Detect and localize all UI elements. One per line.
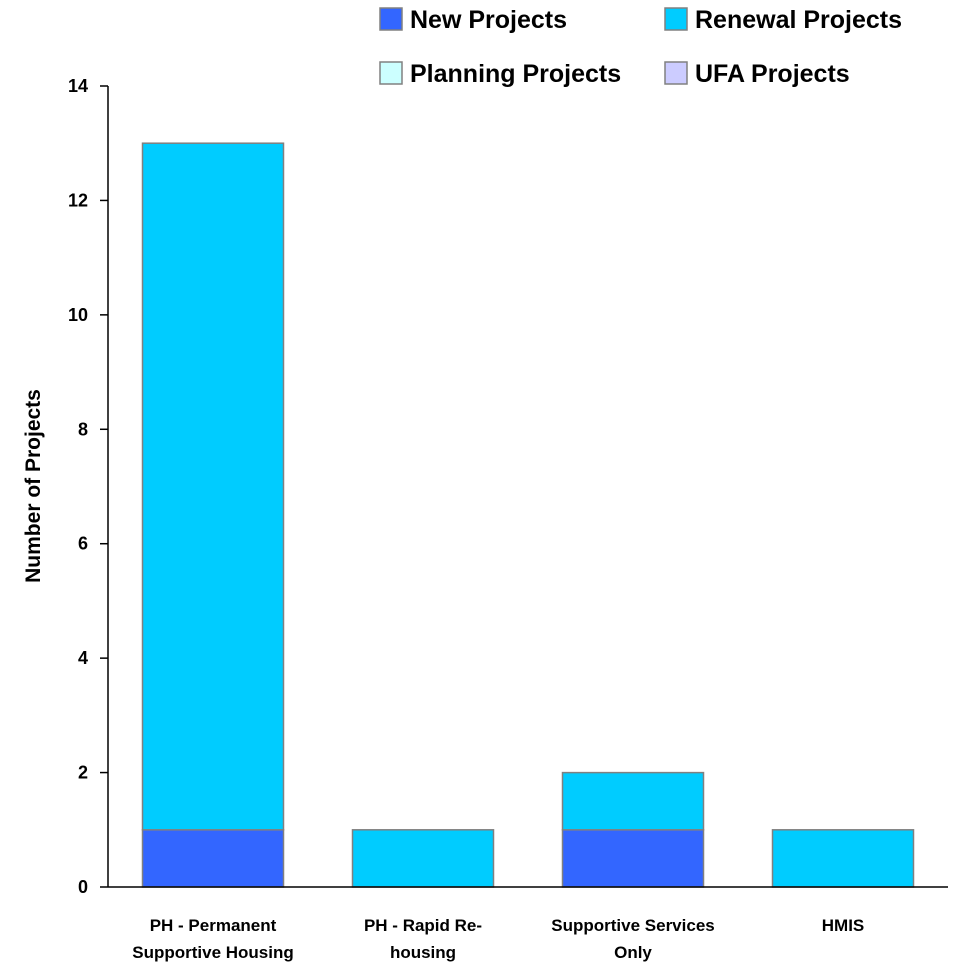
bar-renewal-projects-2 <box>561 771 705 831</box>
x-tick-label: Supportive Services Only <box>551 916 714 962</box>
legend-swatch-planning-projects <box>379 61 403 85</box>
y-tick-label: 14 <box>68 76 88 96</box>
legend-label-ufa-projects: UFA Projects <box>695 60 850 88</box>
y-tick-label: 2 <box>78 763 88 783</box>
legend-swatch-new-projects <box>379 7 403 31</box>
bar-renewal-projects-3 <box>771 829 915 888</box>
y-tick-label: 0 <box>78 877 88 897</box>
bar-new-projects-2 <box>561 829 705 888</box>
bars-group <box>141 142 915 888</box>
legend-swatch-ufa-projects <box>664 61 688 85</box>
legend-label-planning-projects: Planning Projects <box>410 60 621 88</box>
y-tick-label: 12 <box>68 190 88 210</box>
legend-swatch-renewal-projects <box>664 7 688 31</box>
bar-renewal-projects-1 <box>351 829 495 888</box>
y-tick-label: 6 <box>78 534 88 554</box>
x-tick-label: PH - Permanent Supportive Housing <box>132 916 294 962</box>
y-tick-label: 8 <box>78 419 88 439</box>
bar-renewal-projects-0 <box>141 142 285 831</box>
axes-group: PH - Permanent Supportive Housing PH - Rap… <box>68 76 948 962</box>
x-tick-label: PH - Rapid Re-housing <box>364 916 482 962</box>
y-axis-title: Number of Projects <box>22 389 45 583</box>
legend-label-renewal-projects: Renewal Projects <box>695 6 902 34</box>
legend-label-new-projects: New Projects <box>410 6 567 34</box>
legend: New Projects Renewal Projects Planning Pro… <box>379 6 902 88</box>
y-tick-label: 10 <box>68 305 88 325</box>
x-tick-label: HMIS <box>822 916 865 935</box>
y-tick-label: 4 <box>78 648 88 668</box>
bar-new-projects-0 <box>141 829 285 888</box>
